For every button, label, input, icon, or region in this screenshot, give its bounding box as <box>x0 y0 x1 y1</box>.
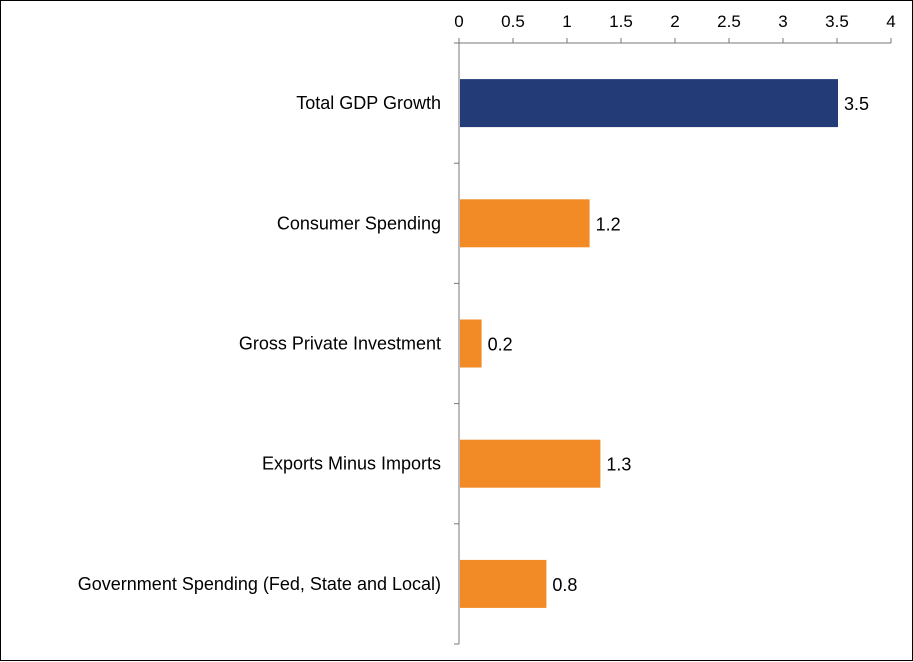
category-label: Gross Private Investment <box>239 334 441 354</box>
x-tick-label: 3 <box>778 12 787 31</box>
x-tick-label: 4 <box>886 12 895 31</box>
bar <box>460 559 547 608</box>
data-label: 1.3 <box>606 455 631 475</box>
category-label: Total GDP Growth <box>296 93 441 113</box>
x-tick-label: 2 <box>670 12 679 31</box>
data-label: 0.2 <box>488 335 513 355</box>
bar <box>460 439 601 488</box>
category-label: Consumer Spending <box>277 213 441 233</box>
bar <box>460 319 482 368</box>
data-label: 1.2 <box>596 214 621 234</box>
data-label: 0.8 <box>552 575 577 595</box>
x-tick-label: 0 <box>454 12 463 31</box>
category-label: Government Spending (Fed, State and Loca… <box>78 574 441 594</box>
bar <box>460 79 838 128</box>
x-tick-label: 2.5 <box>717 12 741 31</box>
x-tick-label: 0.5 <box>501 12 525 31</box>
category-label: Exports Minus Imports <box>262 454 441 474</box>
x-tick-label: 1.5 <box>609 12 633 31</box>
x-tick-label: 1 <box>562 12 571 31</box>
data-label: 3.5 <box>844 94 869 114</box>
bar <box>460 199 590 248</box>
x-tick-label: 3.5 <box>825 12 849 31</box>
